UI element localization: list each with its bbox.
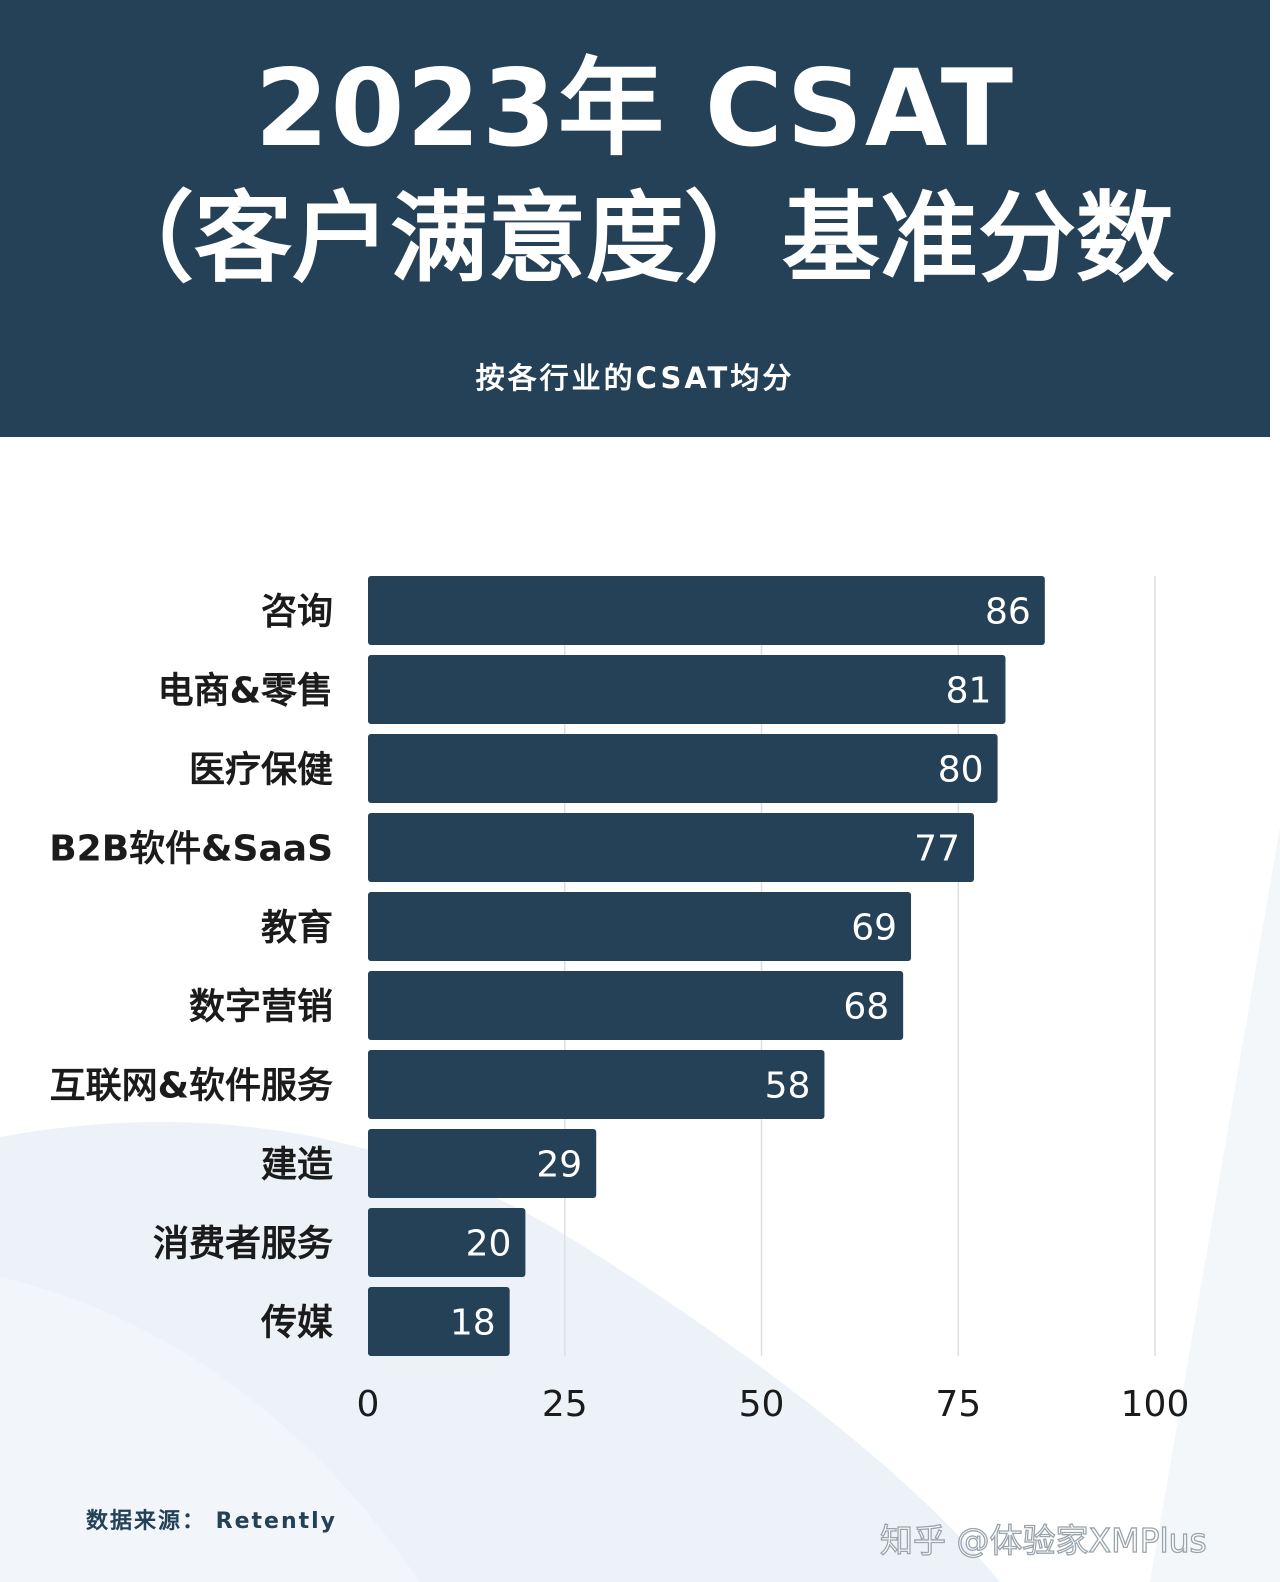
x-tick-label: 25 xyxy=(542,1384,588,1425)
category-label: 数字营销 xyxy=(189,987,333,1028)
category-label: 建造 xyxy=(261,1145,333,1186)
bar-value-label: 68 xyxy=(843,987,889,1028)
bar xyxy=(368,1050,825,1119)
bar-value-label: 69 xyxy=(851,908,897,949)
category-label: 医疗保健 xyxy=(189,750,333,791)
bar xyxy=(368,576,1045,645)
page-title-line1: 2023年 CSAT xyxy=(254,47,1016,170)
bar xyxy=(368,655,1006,724)
bar-value-label: 29 xyxy=(536,1145,582,1186)
bar-value-label: 58 xyxy=(765,1066,811,1107)
category-label: 消费者服务 xyxy=(153,1224,333,1265)
header-banner: 2023年 CSAT （客户满意度）基准分数 按各行业的CSAT均分 xyxy=(0,0,1270,437)
bar-value-label: 18 xyxy=(450,1303,496,1344)
bar-value-label: 81 xyxy=(946,671,992,712)
category-label: 咨询 xyxy=(261,592,333,633)
bar xyxy=(368,892,912,961)
page-title-line2: （客户满意度）基准分数 xyxy=(95,182,1174,296)
bar xyxy=(368,1287,510,1356)
category-label: 互联网&软件服务 xyxy=(50,1066,333,1107)
bar xyxy=(368,813,974,882)
category-label: B2B软件&SaaS xyxy=(49,829,333,870)
bar-value-label: 86 xyxy=(985,592,1031,633)
bar xyxy=(368,971,904,1040)
x-tick-label: 0 xyxy=(357,1384,380,1425)
x-tick-label: 75 xyxy=(935,1384,981,1425)
data-source-note: 数据来源： Retently xyxy=(86,1509,338,1534)
watermark: 知乎 @体验家XMPlus xyxy=(879,1520,1207,1560)
page-subtitle: 按各行业的CSAT均分 xyxy=(475,361,795,395)
bar xyxy=(368,734,998,803)
bar-chart: 86 咨询 81 电商&零售 80 医疗保健 77 B2B软件&SaaS 69 教育 68 数字营销 5… xyxy=(49,576,1190,1425)
bar-value-label: 20 xyxy=(466,1224,512,1265)
category-label: 电商&零售 xyxy=(158,671,333,712)
bar xyxy=(368,1129,597,1198)
bar xyxy=(368,1208,526,1277)
bar-value-label: 77 xyxy=(914,829,960,870)
x-tick-label: 100 xyxy=(1121,1384,1190,1425)
bar-value-label: 80 xyxy=(938,750,984,791)
category-label: 教育 xyxy=(261,908,333,949)
x-tick-label: 50 xyxy=(739,1384,785,1425)
category-label: 传媒 xyxy=(260,1303,334,1344)
